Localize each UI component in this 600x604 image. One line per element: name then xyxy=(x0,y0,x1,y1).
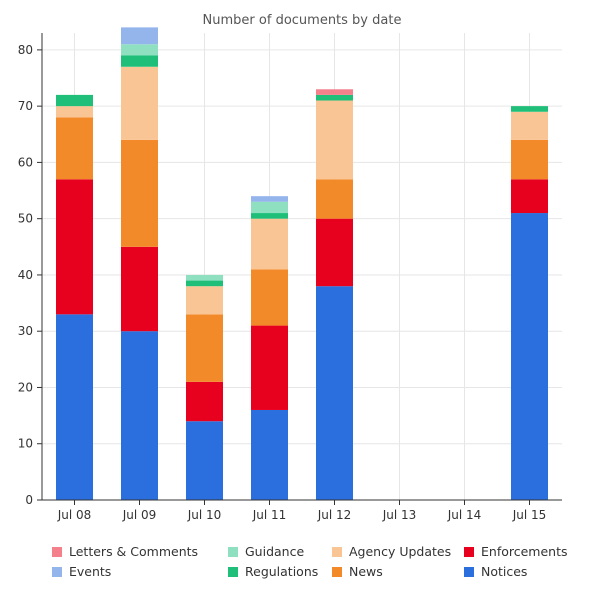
bar-news-jul-11[interactable] xyxy=(251,269,288,326)
legend-label: Letters & Comments xyxy=(69,544,199,559)
y-tick-label: 60 xyxy=(18,155,33,169)
bar-enforcements-jul-10[interactable] xyxy=(186,381,223,422)
legend-label: Notices xyxy=(481,564,528,579)
legend-item-agency-updates[interactable]: Agency Updates xyxy=(332,544,464,559)
legend-swatch xyxy=(464,546,474,557)
y-tick-label: 20 xyxy=(18,380,33,394)
bar-regulations-jul-12[interactable] xyxy=(316,94,353,101)
bar-news-jul-12[interactable] xyxy=(316,179,353,219)
legend-swatch xyxy=(332,566,342,577)
legend-swatch xyxy=(52,566,62,577)
x-tick-label: Jul 15 xyxy=(512,508,547,522)
legend-swatch xyxy=(464,566,474,577)
bar-notices-jul-12[interactable] xyxy=(316,286,353,500)
bar-agency-updates-jul-11[interactable] xyxy=(251,218,288,270)
bar-agency-updates-jul-12[interactable] xyxy=(316,100,353,180)
x-tick-label: Jul 12 xyxy=(317,508,352,522)
bar-events-jul-11[interactable] xyxy=(251,196,288,202)
bar-agency-updates-jul-09[interactable] xyxy=(121,66,158,140)
legend-swatch xyxy=(332,546,342,557)
bar-notices-jul-11[interactable] xyxy=(251,409,288,500)
bar-agency-updates-jul-08[interactable] xyxy=(56,106,93,118)
axes: 0 10 20 30 40 50 60 70 80 Jul 08 Jul 09 Jul 10 Jul 1… xyxy=(18,33,562,522)
bar-enforcements-jul-09[interactable] xyxy=(121,246,158,332)
x-tick-label: Jul 09 xyxy=(122,508,157,522)
bar-enforcements-jul-08[interactable] xyxy=(56,179,93,315)
x-tick-label: Jul 10 xyxy=(187,508,222,522)
bar-enforcements-jul-12[interactable] xyxy=(316,218,353,287)
bar-enforcements-jul-15[interactable] xyxy=(511,179,548,214)
bar-news-jul-15[interactable] xyxy=(511,139,548,180)
x-tick-label: Jul 14 xyxy=(447,508,482,522)
legend-swatch xyxy=(228,566,238,577)
bars xyxy=(56,27,548,500)
legend-label: Enforcements xyxy=(481,544,568,559)
bar-regulations-jul-11[interactable] xyxy=(251,213,288,219)
bar-notices-jul-08[interactable] xyxy=(56,314,93,500)
legend-label: Agency Updates xyxy=(349,544,452,559)
y-tick-label: 70 xyxy=(18,99,33,113)
legend-item-enforcements[interactable]: Enforcements xyxy=(464,544,584,559)
legend-item-regulations[interactable]: Regulations xyxy=(228,564,332,579)
bar-guidance-jul-10[interactable] xyxy=(186,274,223,281)
legend-label: Events xyxy=(69,564,112,579)
bar-news-jul-08[interactable] xyxy=(56,117,93,180)
x-tick-label: Jul 11 xyxy=(252,508,287,522)
bar-notices-jul-10[interactable] xyxy=(186,421,223,500)
legend-label: Guidance xyxy=(245,544,305,559)
legend-item-guidance[interactable]: Guidance xyxy=(228,544,332,559)
bar-agency-updates-jul-15[interactable] xyxy=(511,111,548,140)
y-tick-label: 30 xyxy=(18,324,33,338)
bar-agency-updates-jul-10[interactable] xyxy=(186,286,223,315)
legend-item-notices[interactable]: Notices xyxy=(464,564,584,579)
bar-guidance-jul-11[interactable] xyxy=(251,201,288,214)
bar-news-jul-10[interactable] xyxy=(186,314,223,382)
bar-regulations-jul-08[interactable] xyxy=(56,94,93,107)
bar-notices-jul-09[interactable] xyxy=(121,331,158,500)
legend-item-news[interactable]: News xyxy=(332,564,464,579)
grid xyxy=(42,33,562,501)
legend-item-letters-comments[interactable]: Letters & Comments xyxy=(52,544,228,559)
bar-letters-comments-jul-12[interactable] xyxy=(316,89,353,95)
y-tick-label: 80 xyxy=(18,43,33,57)
legend-swatch xyxy=(228,546,238,557)
bar-notices-jul-15[interactable] xyxy=(511,213,548,500)
y-tick-label: 10 xyxy=(18,437,33,451)
legend-swatch xyxy=(52,546,62,557)
bar-regulations-jul-15[interactable] xyxy=(511,106,548,112)
y-tick-label: 50 xyxy=(18,212,33,226)
bar-regulations-jul-09[interactable] xyxy=(121,55,158,67)
legend-item-events[interactable]: Events xyxy=(52,564,228,579)
chart-title: Number of documents by date xyxy=(203,13,402,28)
y-tick-label: 40 xyxy=(18,268,33,282)
x-tick-label: Jul 13 xyxy=(382,508,417,522)
legend: Letters & Comments Guidance Agency Updates… xyxy=(52,544,592,579)
legend-label: Regulations xyxy=(245,564,319,579)
bar-guidance-jul-09[interactable] xyxy=(121,44,158,56)
x-tick-label: Jul 08 xyxy=(57,508,92,522)
bar-news-jul-09[interactable] xyxy=(121,139,158,247)
bar-events-jul-09[interactable] xyxy=(121,27,158,45)
bar-enforcements-jul-11[interactable] xyxy=(251,325,288,410)
legend-label: News xyxy=(349,564,383,579)
y-tick-label: 0 xyxy=(25,493,33,507)
bar-regulations-jul-10[interactable] xyxy=(186,280,223,287)
